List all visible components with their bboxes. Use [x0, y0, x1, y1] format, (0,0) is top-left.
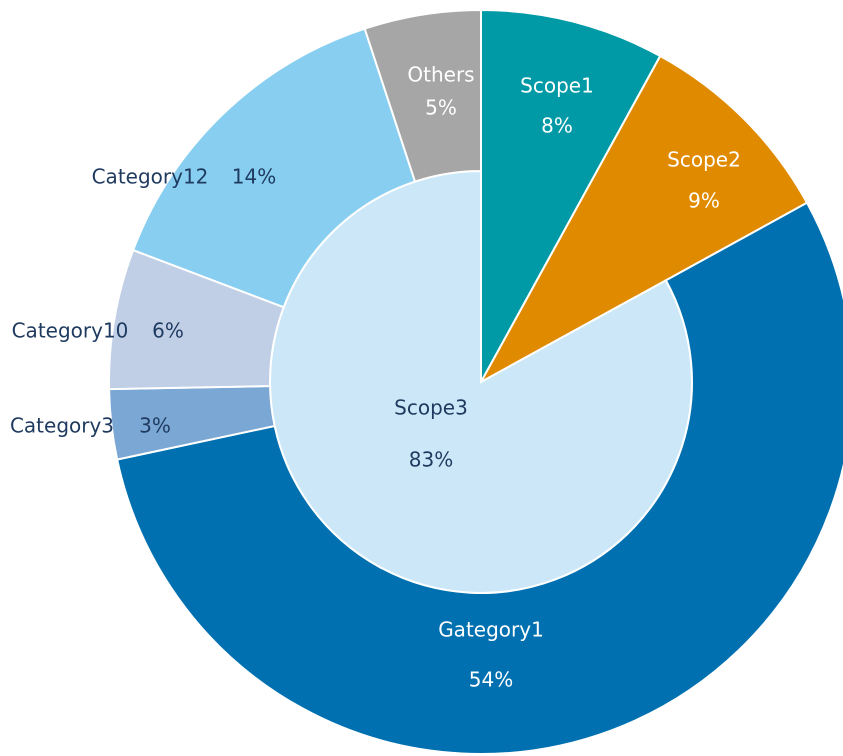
value-label: 9% — [688, 189, 720, 213]
segment-label: Gategory1 — [438, 618, 544, 642]
segment — [480, 8, 662, 383]
segment — [478, 54, 809, 385]
value-label: 6% — [152, 319, 184, 343]
segment-label: Scope2 — [667, 148, 741, 172]
value-label: 83% — [409, 448, 453, 472]
segment-label: Others — [407, 63, 474, 87]
segment-label: Scope1 — [520, 74, 594, 98]
outer-segment — [115, 201, 843, 755]
value-label: 54% — [469, 668, 513, 692]
segment-label: Category3 — [10, 414, 114, 438]
value-label: 5% — [425, 96, 457, 120]
segment-label: Scope3 — [394, 396, 468, 420]
value-label: 14% — [232, 165, 276, 189]
outer-segment — [131, 27, 417, 309]
segment-label: Category12 — [92, 165, 209, 189]
value-label: 8% — [541, 114, 573, 138]
outer-segment — [363, 8, 482, 183]
value-label: 3% — [139, 414, 171, 438]
segment-label: Category10 — [12, 319, 129, 343]
